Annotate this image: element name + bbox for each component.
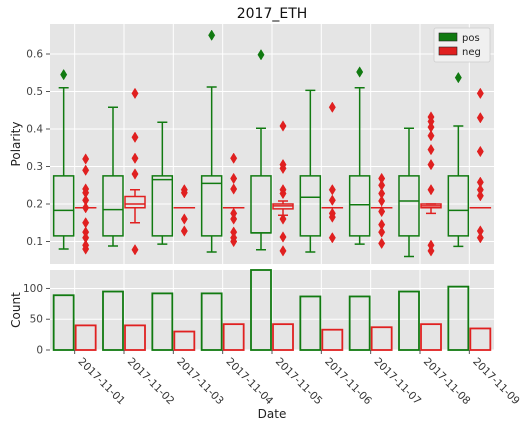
x-tick-label: 2017-11-06 xyxy=(322,356,374,408)
x-axis-label: Date xyxy=(258,407,287,421)
x-tick-label: 2017-11-05 xyxy=(273,356,325,408)
bottom-y-axis-label: Count xyxy=(9,292,23,328)
x-tick-label: 2017-11-09 xyxy=(470,356,522,408)
polarity-panel: 0.1 0.2 0.3 0.4 0.5 0.6 2017_ETH Polarity pos neg xyxy=(9,6,494,264)
top-ytick-label: 0.1 xyxy=(26,236,43,248)
x-tick-label: 2017-11-04 xyxy=(224,356,276,408)
x-tick-label: 2017-11-08 xyxy=(421,356,473,408)
bottom-ytick-label: 0 xyxy=(36,345,43,357)
top-y-axis-label: Polarity xyxy=(9,122,23,167)
x-tick-label: 2017-11-03 xyxy=(174,356,226,408)
top-ytick-label: 0.5 xyxy=(26,86,43,98)
x-tick-label: 2017-11-02 xyxy=(125,356,177,408)
legend: pos neg xyxy=(434,28,490,62)
top-ytick-label: 0.4 xyxy=(26,124,43,136)
x-tick-label: 2017-11-01 xyxy=(76,356,128,408)
top-ytick-label: 0.6 xyxy=(26,49,43,61)
legend-swatch-pos xyxy=(439,33,457,41)
bottom-ytick-label: 100 xyxy=(23,283,43,295)
legend-label-neg: neg xyxy=(462,47,481,58)
legend-swatch-neg xyxy=(439,47,457,55)
top-ytick-label: 0.3 xyxy=(26,161,43,173)
x-tick-label: 2017-11-07 xyxy=(372,356,424,408)
bottom-ytick-label: 50 xyxy=(30,314,43,326)
chart-title: 2017_ETH xyxy=(237,6,308,22)
legend-label-pos: pos xyxy=(462,33,480,44)
count-panel: 0501002017-11-012017-11-022017-11-032017… xyxy=(9,270,522,421)
top-ytick-label: 0.2 xyxy=(26,199,43,211)
